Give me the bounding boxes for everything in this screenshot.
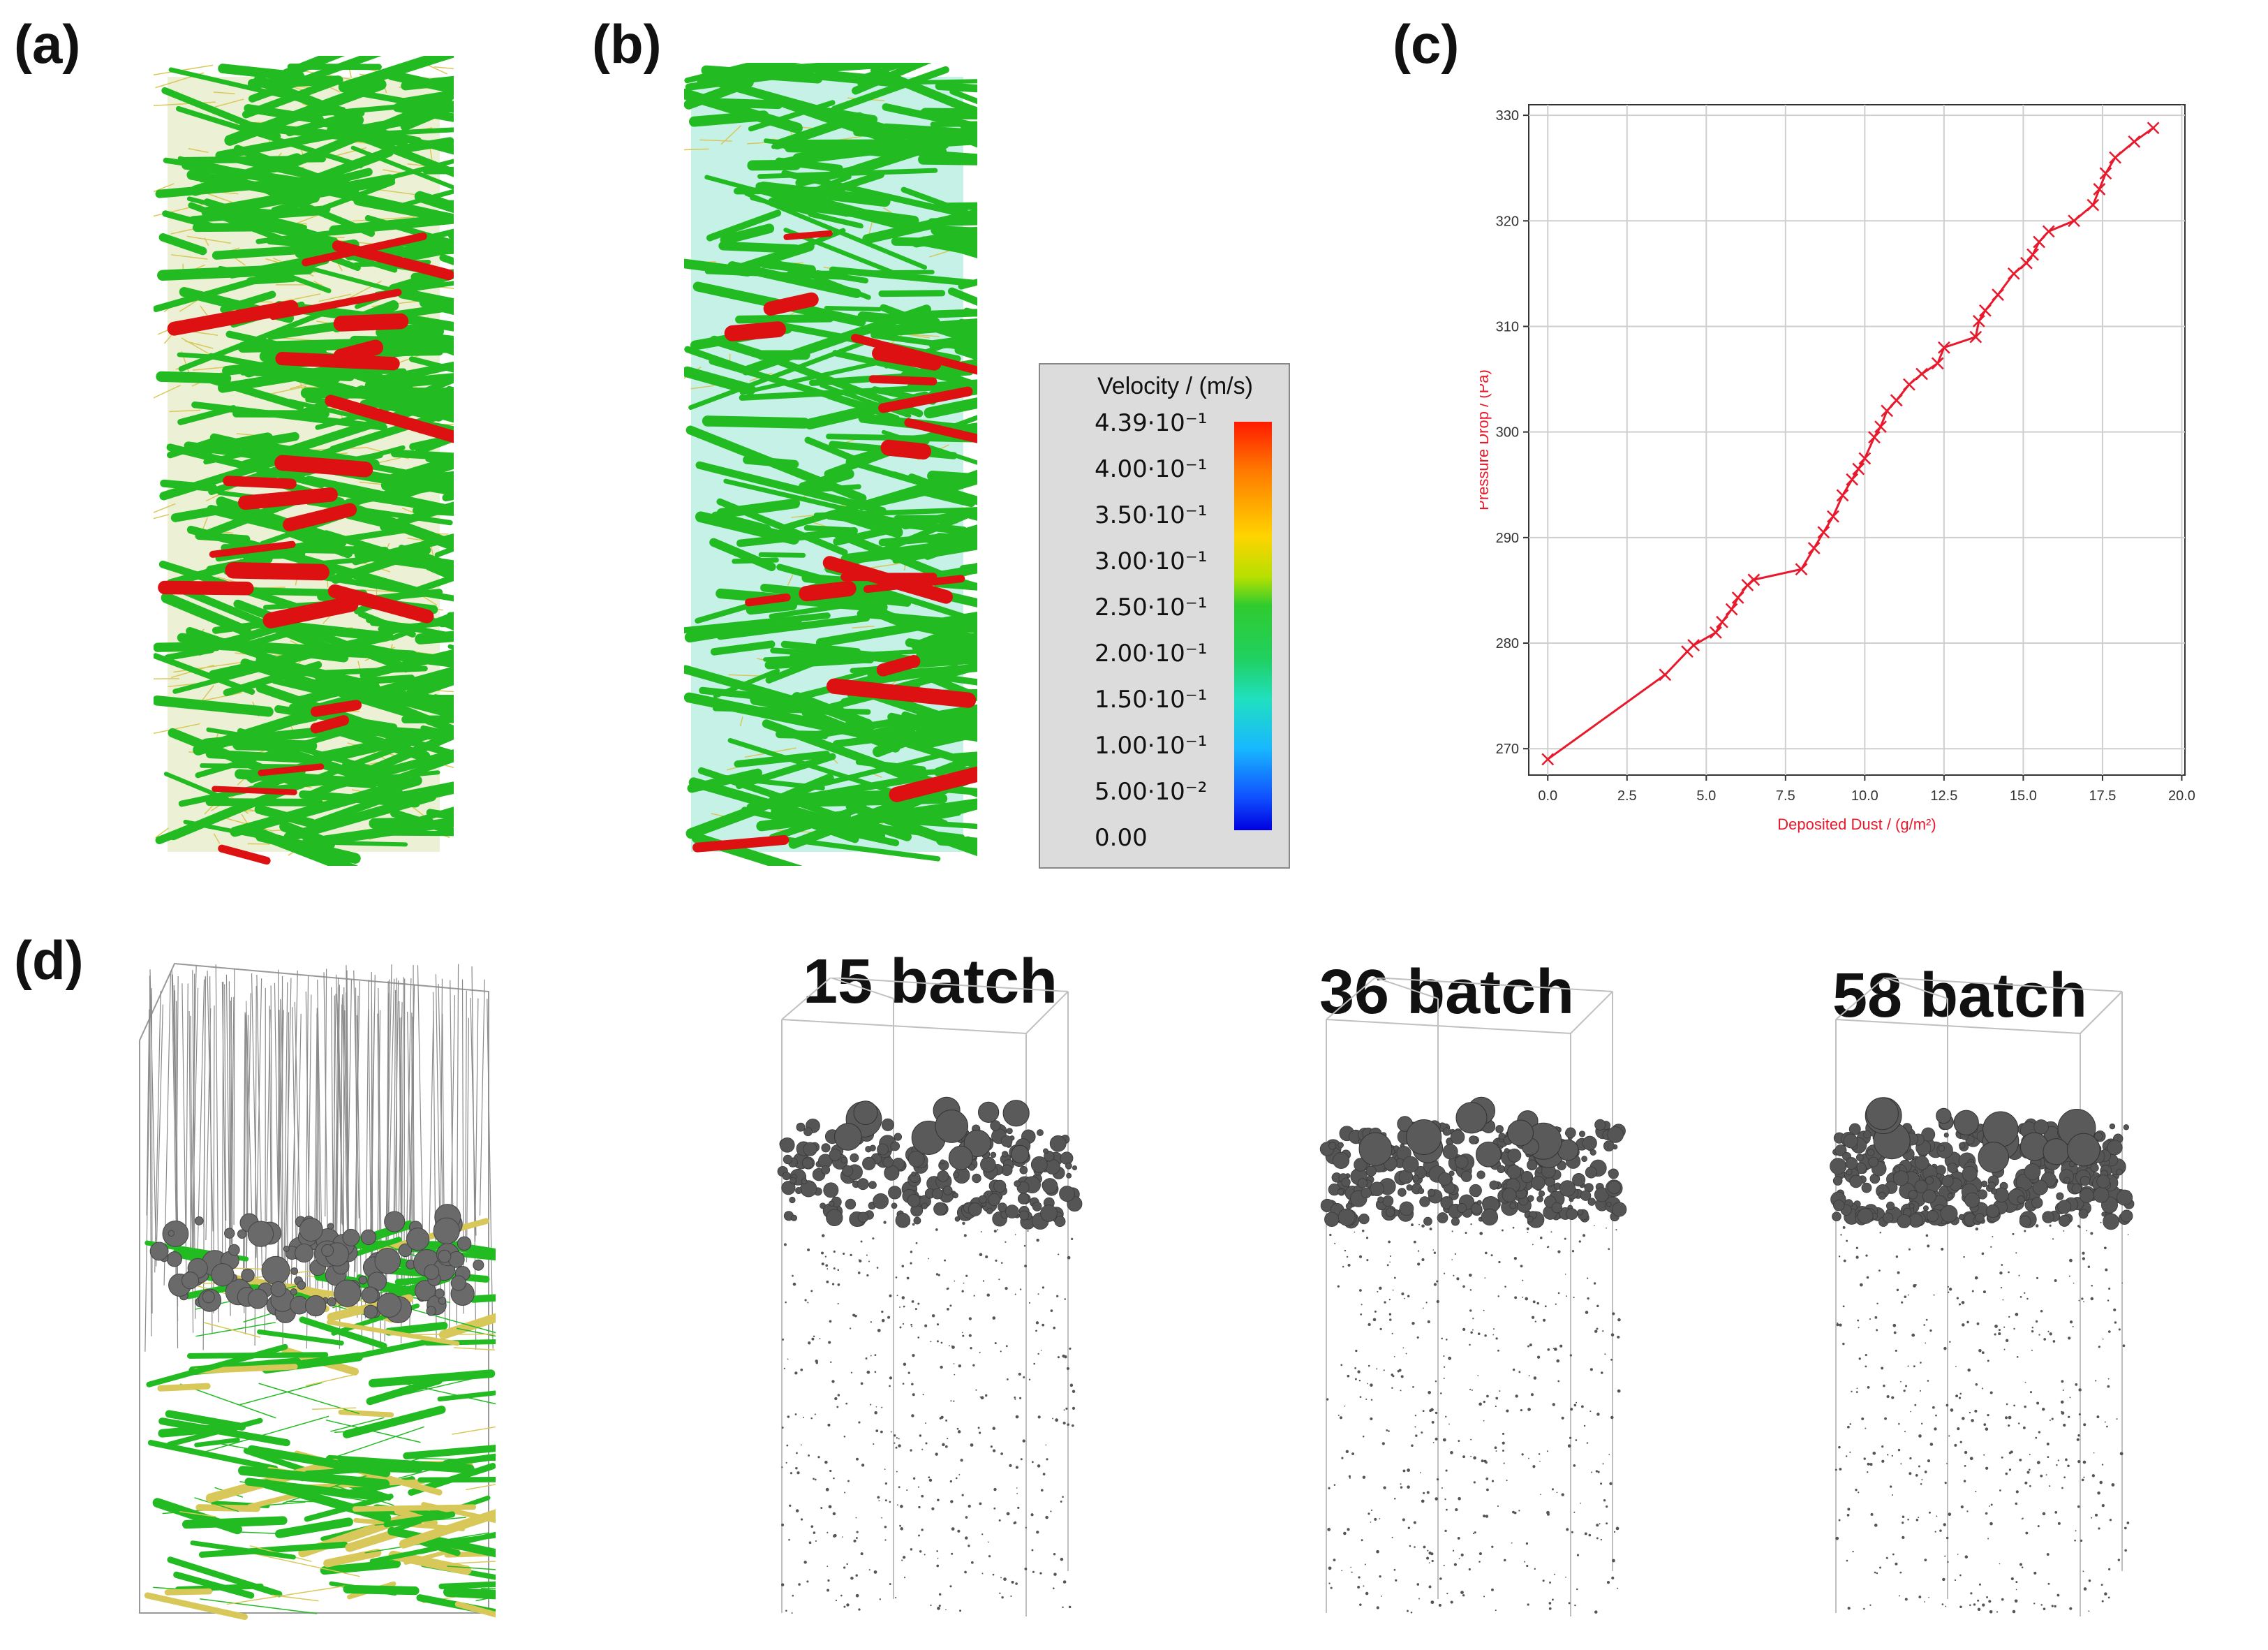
x-tick-label: 2.5	[1617, 788, 1637, 804]
data-point-marker	[1992, 288, 2004, 302]
panel-label-b: (b)	[592, 13, 662, 75]
data-point-marker	[2042, 225, 2055, 238]
data-point-marker	[1747, 573, 1761, 587]
data-point-marker	[1890, 394, 1903, 407]
data-point-marker	[2026, 248, 2039, 261]
x-tick-label: 12.5	[1930, 788, 1957, 804]
data-point-marker	[1858, 452, 1872, 465]
velocity-field-render-b	[684, 63, 977, 866]
fiber-structure-render-a	[154, 56, 454, 866]
panel-label-d: (d)	[14, 929, 84, 991]
y-tick-label: 280	[1496, 636, 1519, 651]
legend-tick: 1.50·10⁻¹	[1095, 686, 1208, 714]
data-point-marker	[1903, 378, 1915, 391]
data-point-marker	[1915, 367, 1928, 381]
data-point-marker	[2147, 121, 2160, 135]
data-point-marker	[1817, 526, 1830, 539]
data-point-marker	[1846, 473, 1859, 486]
data-point-marker	[1687, 639, 1700, 651]
data-point-marker	[1795, 563, 1808, 576]
y-tick-label: 270	[1496, 742, 1519, 757]
data-point-marker	[2099, 167, 2112, 180]
panel-label-a: (a)	[14, 13, 81, 75]
y-tick-label: 330	[1496, 108, 1519, 124]
x-tick-label: 0.0	[1538, 788, 1557, 804]
legend-tick: 3.00·10⁻¹	[1095, 547, 1208, 575]
data-point-marker	[1852, 462, 1865, 476]
data-point-marker	[1827, 510, 1839, 523]
legend-tick: 2.00·10⁻¹	[1095, 640, 1208, 668]
data-point-marker	[2007, 267, 2020, 280]
data-point-marker	[1881, 404, 1894, 418]
legend-tick: 1.00·10⁻¹	[1095, 732, 1208, 760]
plot-area	[1528, 104, 2186, 776]
dust-cake-render-15-batch	[777, 978, 1083, 1616]
data-point-marker	[2087, 198, 2100, 212]
data-point-marker	[2109, 151, 2121, 164]
legend-tick: 2.50·10⁻¹	[1095, 594, 1208, 621]
data-point-marker	[1731, 591, 1744, 604]
data-point-marker	[1659, 668, 1672, 682]
data-point-marker	[1725, 603, 1738, 616]
data-point-marker	[2093, 183, 2106, 196]
y-tick-label: 310	[1496, 319, 1519, 334]
y-tick-label: 290	[1496, 531, 1519, 546]
data-point-marker	[1541, 753, 1555, 766]
data-point-marker	[1868, 431, 1881, 444]
data-point-marker	[1972, 315, 1985, 327]
x-tick-label: 15.0	[2010, 788, 2037, 804]
data-point-marker	[2033, 235, 2045, 249]
batch-label-58: 58 batch	[1832, 961, 2088, 1031]
y-tick-label: 300	[1496, 425, 1519, 441]
y-tick-label: 320	[1496, 214, 1519, 229]
legend-tick: 4.00·10⁻¹	[1095, 455, 1208, 483]
data-point-marker	[1979, 304, 1992, 317]
dust-cake-render-58-batch	[1830, 978, 2135, 1616]
data-point-marker	[1937, 341, 1950, 354]
data-point-marker	[1969, 330, 1982, 344]
legend-tick: 4.39·10⁻¹	[1095, 409, 1208, 437]
data-point-marker	[1931, 357, 1944, 370]
pressure-drop-chart: 0.0 2.5 5.0 7.5 10.0 12.5 15.0 17.5 20.0 270 280 29…	[1480, 104, 2195, 833]
legend-title: Velocity / (m/s)	[1097, 373, 1253, 399]
legend-tick: 3.50·10⁻¹	[1095, 501, 1208, 529]
panel-label-c: (c)	[1393, 13, 1460, 75]
x-tick-label: 5.0	[1696, 788, 1716, 804]
y-axis-label: Pressure Drop / (Pa)	[1480, 369, 1492, 510]
data-point-marker	[1710, 626, 1722, 639]
x-tick-label: 17.5	[2089, 788, 2116, 804]
legend-tick: 0.00	[1095, 824, 1148, 852]
x-tick-label: 10.0	[1851, 788, 1878, 804]
data-point-marker	[2128, 135, 2141, 148]
data-point-marker	[1874, 420, 1887, 433]
data-point-marker	[1716, 615, 1728, 628]
dust-cake-render-36-batch	[1319, 978, 1627, 1616]
legend-colorbar	[1234, 422, 1272, 830]
x-tick-label: 20.0	[2168, 788, 2195, 804]
data-point-marker	[1807, 542, 1821, 554]
filter-loading-render-d	[139, 962, 496, 1620]
velocity-colorbar-legend: Velocity / (m/s) 4.39·10⁻¹ 4.00·10⁻¹ 3.5…	[1039, 363, 1290, 869]
data-point-marker	[2020, 256, 2033, 270]
legend-tick: 5.00·10⁻²	[1095, 778, 1208, 806]
x-tick-label: 7.5	[1776, 788, 1795, 804]
x-axis-label: Deposited Dust / (g/m²)	[1777, 816, 1936, 833]
data-point-marker	[1836, 489, 1849, 502]
data-point-marker	[2068, 214, 2080, 228]
batch-label-36: 36 batch	[1319, 957, 1575, 1027]
